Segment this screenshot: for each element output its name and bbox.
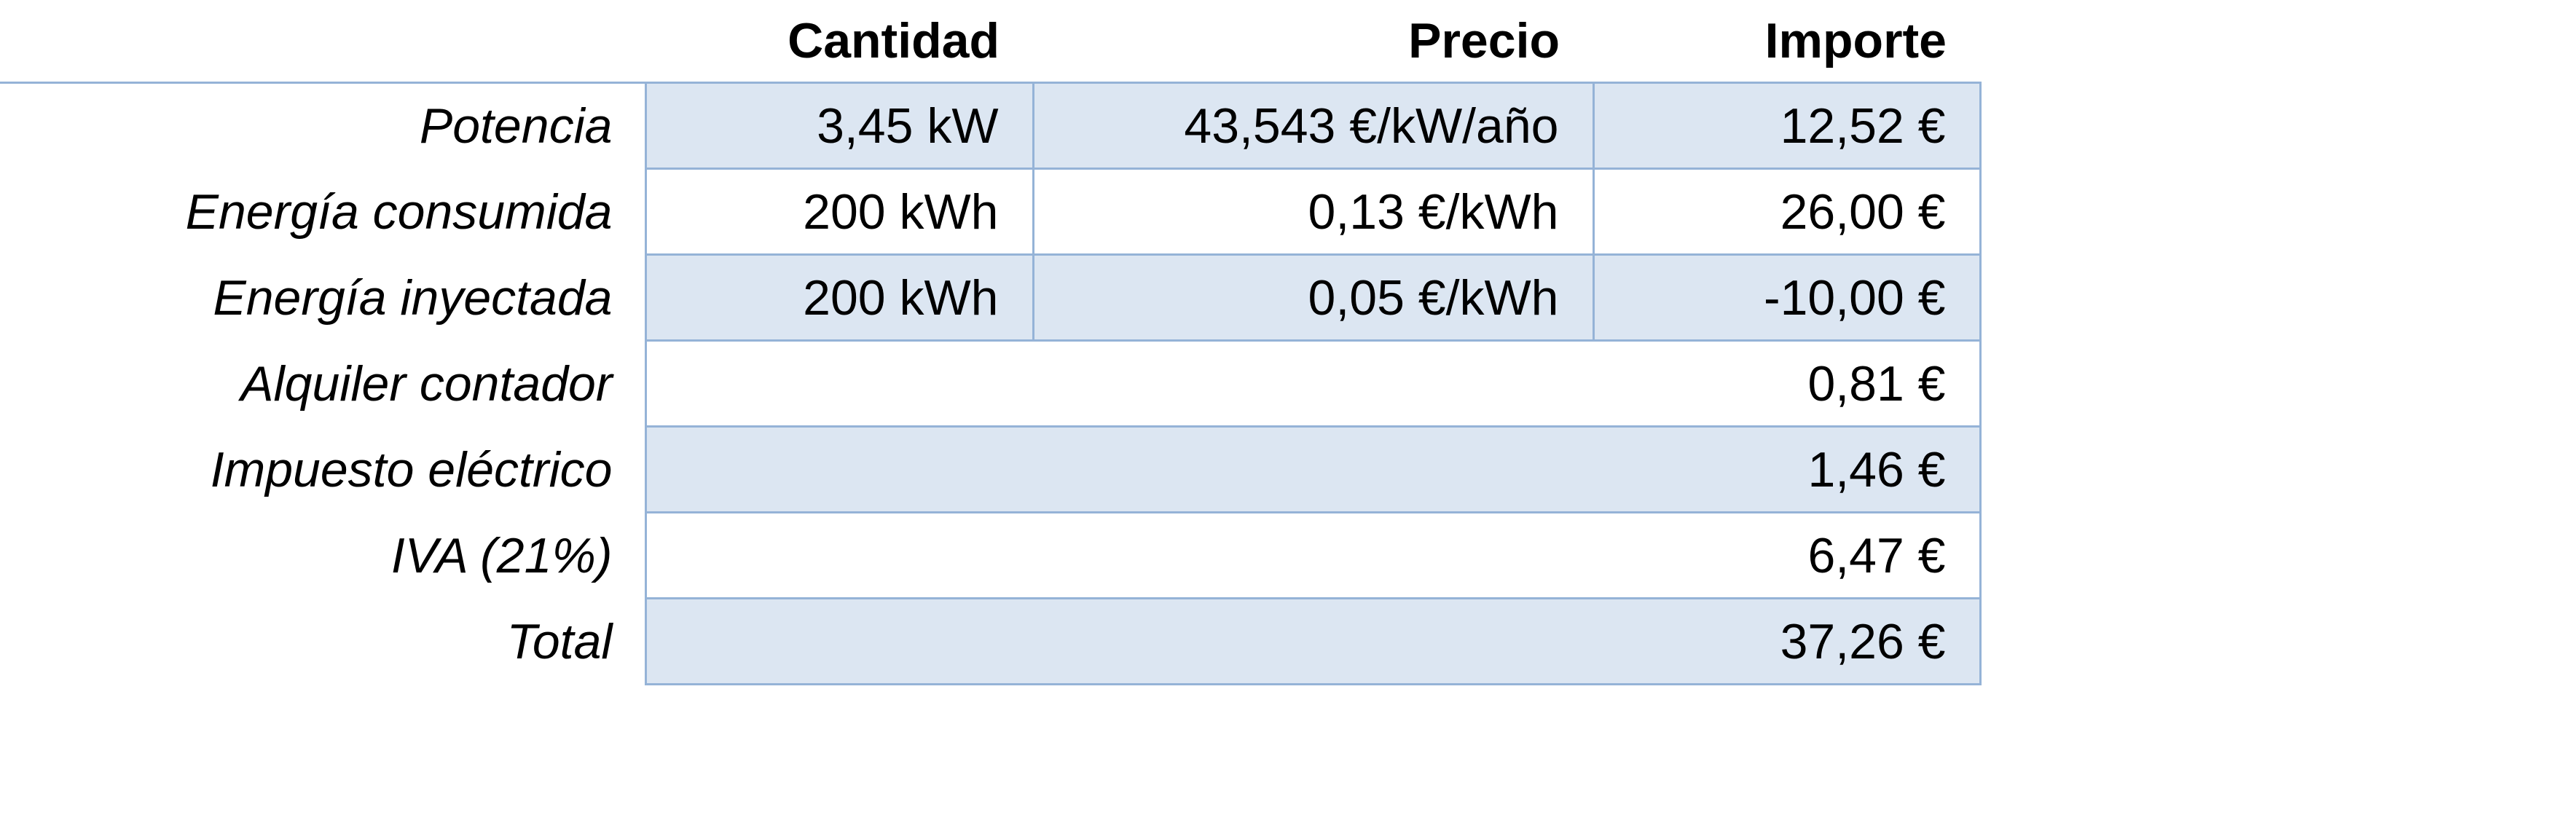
table-cell: 200 kWh [644,168,1034,256]
table-cell: 12,52 € [1592,82,1982,170]
row-label: Energía consumida [185,184,613,240]
header-cell: Cantidad [788,13,1000,68]
header-cell: Importe [1764,13,1947,68]
table-row: Energía consumida 200 kWh 0,13 €/kWh 26,00 … [0,168,1982,256]
invoice-table: Cantidad Precio Importe Potencia 3,45 kW 4… [0,0,1982,685]
row-label: Energía inyectada [213,269,613,326]
table-cell: 0,05 €/kWh [1032,253,1595,342]
row-label: Impuesto eléctrico [210,441,613,497]
row-label: IVA (21%) [390,527,613,583]
table-cell: 37,26 € [644,597,1982,685]
table-cell: 26,00 € [1592,168,1982,256]
header-empty [0,0,645,83]
row-label: Alquiler contador [240,355,613,412]
table-row: Energía inyectada 200 kWh 0,05 €/kWh -10,00… [0,253,1982,342]
table-cell: -10,00 € [1592,253,1982,342]
table-cell: 43,543 €/kW/año [1032,82,1595,170]
table-cell: 200 kWh [644,253,1034,342]
row-label: Total [506,613,613,669]
table-row: Total 37,26 € [0,597,1982,685]
header-cell: Precio [1408,13,1560,68]
table-cell: 0,81 € [644,339,1982,428]
table-cell: 1,46 € [644,425,1982,513]
table-cell: 3,45 kW [644,82,1034,170]
table-cell: 6,47 € [644,511,1982,599]
row-label: Potencia [0,82,645,169]
table-row: Impuesto eléctrico 1,46 € [0,425,1982,513]
table-cell: 0,13 €/kWh [1032,168,1595,256]
header-row: Cantidad Precio Importe [0,0,1980,83]
table-row: Alquiler contador 0,81 € [0,339,1982,428]
table-row: IVA (21%) 6,47 € [0,511,1982,599]
table-row: Potencia 3,45 kW 43,543 €/kW/año 12,52 € [0,82,1982,170]
table-body: Potencia 3,45 kW 43,543 €/kW/año 12,52 € Ene… [0,82,1982,685]
